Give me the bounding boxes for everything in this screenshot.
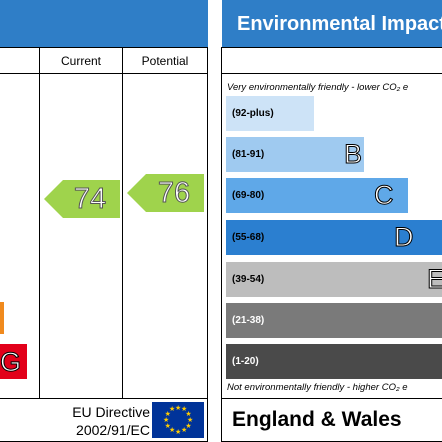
- divider: [122, 47, 123, 399]
- eu-flag-star-icon: ★: [181, 426, 188, 434]
- eu-flag-star-icon: ★: [169, 426, 176, 434]
- band-letter: E: [426, 264, 442, 295]
- eu-flag-star-icon: ★: [187, 416, 194, 424]
- eu-directive: EU Directive 2002/91/EC: [40, 403, 150, 439]
- band-range: (39-54): [232, 274, 265, 285]
- eu-flag-star-icon: ★: [164, 410, 171, 418]
- divider: [39, 47, 40, 399]
- eu-flag-star-icon: ★: [181, 406, 188, 414]
- divider: [0, 73, 208, 74]
- divider: [207, 47, 208, 442]
- arrow-shape: [44, 180, 120, 218]
- band-letter: D: [394, 222, 414, 253]
- band-range: (92-plus): [232, 108, 274, 119]
- page-title: Environmental Impact: [222, 0, 442, 47]
- potential-rating-arrow: 76: [127, 174, 204, 212]
- column-header-current: Current: [60, 54, 101, 68]
- eu-directive-line1: EU Directive: [72, 404, 150, 420]
- band-d: (55-68) D: [226, 220, 442, 255]
- eu-flag-star-icon: ★: [175, 404, 182, 412]
- scale-band-f-edge: [0, 302, 4, 334]
- divider: [221, 47, 442, 48]
- band-letter: C: [374, 180, 394, 211]
- band-a: (92-plus) A: [226, 96, 314, 131]
- eu-flag-star-icon: ★: [185, 422, 192, 430]
- band-f: (21-38): [226, 303, 442, 338]
- eu-flag-icon: ★ ★ ★ ★ ★ ★ ★ ★ ★ ★ ★ ★: [152, 402, 204, 438]
- eu-flag-star-icon: ★: [163, 416, 170, 424]
- eu-flag-star-icon: ★: [169, 406, 176, 414]
- band-range: (81-91): [232, 149, 265, 160]
- header-bar-left: [0, 0, 208, 47]
- scale-band-g: G: [0, 344, 27, 379]
- band-range: (55-68): [232, 232, 265, 243]
- band-range: (21-38): [232, 315, 265, 326]
- band-range: (69-80): [232, 190, 265, 201]
- eu-directive-line2: 2002/91/EC: [76, 422, 150, 438]
- divider: [221, 47, 222, 442]
- current-rating-arrow: 74: [44, 180, 120, 218]
- eu-flag-star-icon: ★: [175, 428, 182, 436]
- band-letter: B: [343, 139, 363, 170]
- scale-band-g-letter: G: [0, 347, 22, 378]
- potential-rating-value: 76: [157, 177, 191, 210]
- column-header-potential: Potential: [141, 54, 189, 68]
- bottom-note: Not environmentally friendly - higher CO…: [227, 382, 408, 393]
- current-rating-value: 74: [73, 183, 107, 216]
- arrow-shape: [127, 174, 204, 212]
- eu-flag-star-icon: ★: [164, 422, 171, 430]
- top-note: Very environmentally friendly - lower CO…: [227, 82, 409, 93]
- band-c: (69-80) C: [226, 178, 408, 213]
- divider: [0, 47, 208, 48]
- region-label: England & Wales: [232, 408, 402, 431]
- divider: [221, 398, 442, 399]
- band-e: (39-54) E: [226, 262, 442, 297]
- eu-flag-star-icon: ★: [185, 410, 192, 418]
- divider: [221, 73, 442, 74]
- band-g: (1-20): [226, 344, 442, 379]
- band-range: (1-20): [232, 356, 259, 367]
- band-b: (81-91) B: [226, 137, 364, 172]
- divider: [0, 398, 208, 399]
